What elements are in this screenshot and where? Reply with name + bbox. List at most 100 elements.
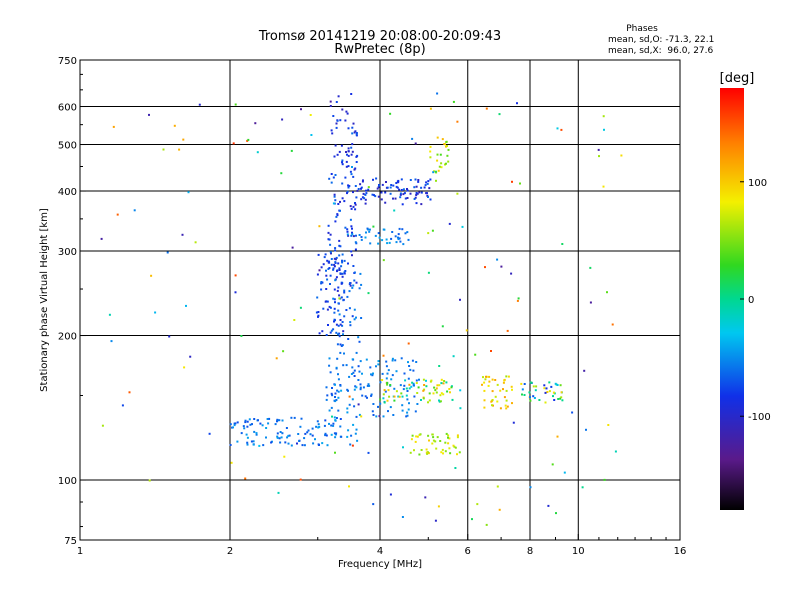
data-point xyxy=(367,186,370,189)
data-point xyxy=(434,440,437,443)
data-point xyxy=(620,154,623,157)
data-point xyxy=(415,194,418,196)
data-point xyxy=(416,403,419,405)
data-point xyxy=(321,442,324,445)
data-point xyxy=(452,100,455,103)
data-point xyxy=(334,319,336,322)
data-points xyxy=(100,92,623,526)
data-point xyxy=(371,374,374,377)
data-point xyxy=(350,373,353,375)
data-point xyxy=(355,242,358,245)
data-point xyxy=(447,148,450,151)
data-point xyxy=(440,162,443,165)
data-point xyxy=(506,329,509,332)
data-point xyxy=(320,282,323,285)
data-point xyxy=(548,381,551,384)
data-point xyxy=(347,150,350,153)
data-point xyxy=(338,267,341,270)
data-point xyxy=(367,188,370,191)
data-point xyxy=(355,132,358,134)
data-point xyxy=(427,271,430,274)
data-point xyxy=(338,332,341,335)
data-point xyxy=(389,384,392,386)
data-point xyxy=(386,399,389,402)
data-point xyxy=(363,197,366,200)
data-point xyxy=(400,357,403,360)
data-point xyxy=(398,188,401,191)
data-point xyxy=(337,286,340,289)
data-point xyxy=(389,406,392,409)
data-point xyxy=(234,274,237,277)
data-point xyxy=(325,288,328,290)
y-axis-label: Stationary phase Virtual Height [km] xyxy=(39,208,50,392)
data-point xyxy=(333,263,336,266)
data-point xyxy=(246,441,249,444)
data-point xyxy=(346,153,348,156)
data-point xyxy=(253,418,256,420)
data-point xyxy=(440,382,443,385)
data-point xyxy=(406,197,409,199)
data-point xyxy=(523,394,526,396)
data-point xyxy=(333,155,336,158)
data-point xyxy=(339,343,342,346)
data-point xyxy=(300,108,302,111)
data-point xyxy=(407,342,410,345)
data-point xyxy=(434,170,437,173)
data-point xyxy=(365,192,368,195)
data-point xyxy=(391,357,394,360)
grid-lines xyxy=(80,60,680,540)
data-point xyxy=(529,396,531,399)
data-point xyxy=(420,203,423,206)
data-point xyxy=(361,372,363,375)
data-point xyxy=(436,384,439,387)
data-point xyxy=(402,188,405,191)
data-point xyxy=(346,190,349,193)
data-point xyxy=(388,241,391,244)
data-point xyxy=(427,452,430,455)
data-point xyxy=(437,169,440,172)
data-point xyxy=(234,291,237,294)
data-point xyxy=(318,269,321,272)
data-point xyxy=(494,379,497,381)
data-point xyxy=(280,172,283,175)
data-point xyxy=(330,173,333,175)
data-point xyxy=(377,186,380,189)
data-point xyxy=(500,265,503,268)
data-point xyxy=(440,392,443,395)
data-point xyxy=(229,444,232,446)
data-point xyxy=(404,232,407,235)
data-point xyxy=(341,163,344,166)
data-point xyxy=(349,284,352,287)
data-point xyxy=(150,274,153,277)
data-point xyxy=(409,368,412,371)
data-point xyxy=(346,192,348,195)
data-point xyxy=(414,196,417,199)
data-point xyxy=(248,418,251,421)
data-point xyxy=(357,188,360,190)
chart-subtitle: RwPretec (8p) xyxy=(334,42,425,57)
data-point xyxy=(453,445,456,448)
data-point xyxy=(254,122,257,125)
data-point xyxy=(348,395,351,398)
data-point xyxy=(349,205,352,208)
data-point xyxy=(281,432,284,435)
data-point xyxy=(442,452,444,455)
data-point xyxy=(321,330,324,333)
data-point xyxy=(320,288,323,291)
data-point xyxy=(559,397,562,400)
data-point xyxy=(413,198,416,200)
data-point xyxy=(246,436,249,439)
data-point xyxy=(328,267,331,269)
data-point xyxy=(317,315,319,318)
data-point xyxy=(346,230,349,233)
data-point xyxy=(315,311,318,314)
data-point xyxy=(337,203,340,205)
data-point xyxy=(394,235,397,238)
data-point xyxy=(436,159,439,162)
data-point xyxy=(299,478,302,481)
data-point xyxy=(372,503,375,506)
data-point xyxy=(340,144,343,147)
data-point xyxy=(360,283,363,286)
data-point xyxy=(483,389,486,392)
data-point xyxy=(401,516,404,518)
